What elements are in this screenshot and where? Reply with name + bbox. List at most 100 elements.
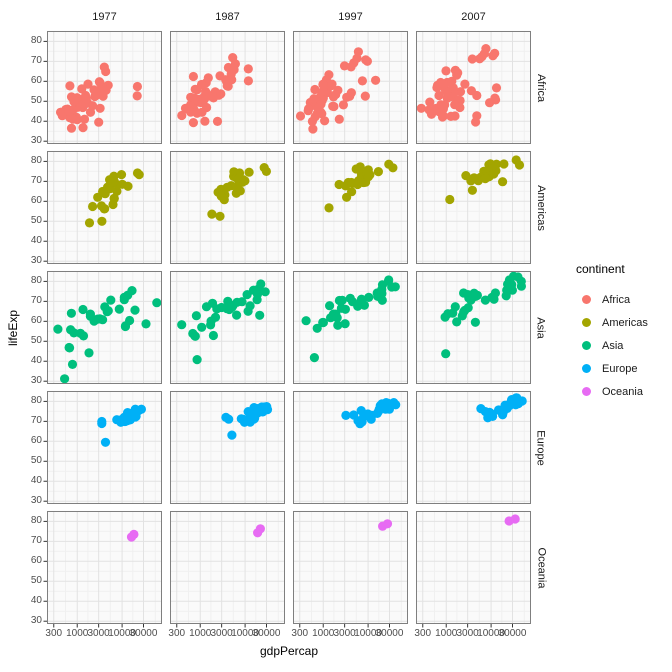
data-point [334, 179, 344, 190]
facet-panel-Americas-1987 [170, 150, 285, 264]
data-point [97, 416, 107, 427]
data-point [152, 298, 162, 308]
data-point [136, 404, 146, 414]
data-point [441, 349, 451, 359]
data-point [197, 322, 207, 332]
data-point [261, 166, 271, 176]
data-point [65, 81, 75, 91]
data-point [295, 111, 306, 121]
facet-row-label-Asia: Asia [533, 271, 549, 384]
data-point [312, 323, 322, 333]
y-tick-label: 40 [30, 475, 42, 487]
y-tick-label: 40 [30, 235, 42, 247]
data-point [471, 117, 481, 127]
y-tick-label: 50 [30, 575, 42, 587]
data-point [416, 103, 426, 113]
data-point [328, 101, 338, 111]
facet-row-label-Oceania: Oceania [533, 511, 549, 624]
data-point [389, 398, 399, 408]
data-point [450, 302, 460, 312]
y-tick-label: 30 [30, 255, 42, 267]
data-point [224, 414, 234, 424]
data-point [425, 97, 435, 107]
data-point [222, 182, 232, 192]
data-point [509, 398, 520, 408]
legend-label: Asia [602, 339, 624, 352]
data-point [127, 286, 137, 296]
facet-row-label-text: Americas [535, 184, 547, 231]
data-point [309, 353, 319, 363]
data-point [126, 532, 137, 542]
legend-label: Europe [602, 362, 638, 375]
data-point [98, 315, 108, 325]
data-point [190, 93, 200, 103]
data-point [460, 79, 470, 89]
facet-panel-Africa-1997 [293, 30, 408, 144]
y-tick-label: 40 [30, 115, 42, 127]
data-point [363, 172, 373, 182]
y-tick-label: 60 [30, 195, 42, 207]
facet-row-label-Africa: Africa [533, 31, 549, 144]
data-point [216, 191, 226, 201]
legend-item-Americas: Americas [576, 311, 648, 334]
data-point [480, 174, 490, 184]
data-point [336, 303, 346, 313]
data-point [103, 306, 113, 316]
data-point [199, 95, 209, 105]
legend-label: Africa [602, 293, 631, 306]
data-point [227, 302, 237, 312]
data-point [196, 79, 207, 90]
y-tick-label: 30 [30, 615, 42, 627]
data-point [472, 90, 482, 101]
data-point [439, 79, 449, 90]
data-point [245, 301, 255, 311]
facet-panel-Americas-1977 [47, 150, 162, 264]
data-point [455, 102, 465, 113]
data-point [96, 201, 107, 211]
data-point [100, 437, 111, 447]
y-tick-label: 50 [30, 335, 42, 347]
data-point [78, 304, 88, 315]
legend-label: Americas [602, 316, 648, 329]
legend-label: Oceania [602, 385, 643, 398]
y-tick-label: 70 [30, 295, 42, 307]
facet-col-label-1977: 1977 [92, 11, 117, 23]
data-point [98, 186, 108, 197]
x-tick-label: 1000 [66, 628, 89, 639]
data-point [69, 95, 79, 106]
data-point [483, 413, 493, 423]
data-point [216, 302, 227, 313]
data-point [384, 275, 394, 285]
data-point [490, 288, 500, 298]
y-tick-label: 50 [30, 95, 42, 107]
data-point [488, 51, 498, 61]
data-point [57, 111, 67, 121]
data-point [340, 319, 350, 329]
legend-key-dot [582, 341, 591, 350]
data-point [200, 116, 210, 126]
data-point [88, 201, 98, 212]
legend-key-dot [582, 387, 591, 396]
y-tick-label: 60 [30, 315, 42, 327]
data-point [310, 84, 320, 95]
facet-panel-Africa-2007 [416, 30, 531, 144]
data-point [120, 321, 130, 332]
data-point [452, 317, 462, 327]
data-point [232, 310, 242, 320]
data-point [208, 93, 219, 103]
x-tick-label: 30000 [129, 628, 158, 639]
y-tick-label: 70 [30, 55, 42, 67]
data-point [318, 79, 328, 90]
data-point [188, 71, 198, 82]
data-point [223, 62, 233, 73]
data-point [467, 54, 477, 64]
facet-row-label-text: Asia [535, 316, 547, 339]
data-point [190, 331, 200, 341]
data-point [79, 114, 90, 124]
data-point [364, 292, 374, 302]
data-point [434, 90, 444, 101]
data-point [68, 114, 78, 124]
data-point [243, 64, 253, 74]
facet-panel-Americas-1997 [293, 150, 408, 264]
data-point [355, 419, 365, 429]
